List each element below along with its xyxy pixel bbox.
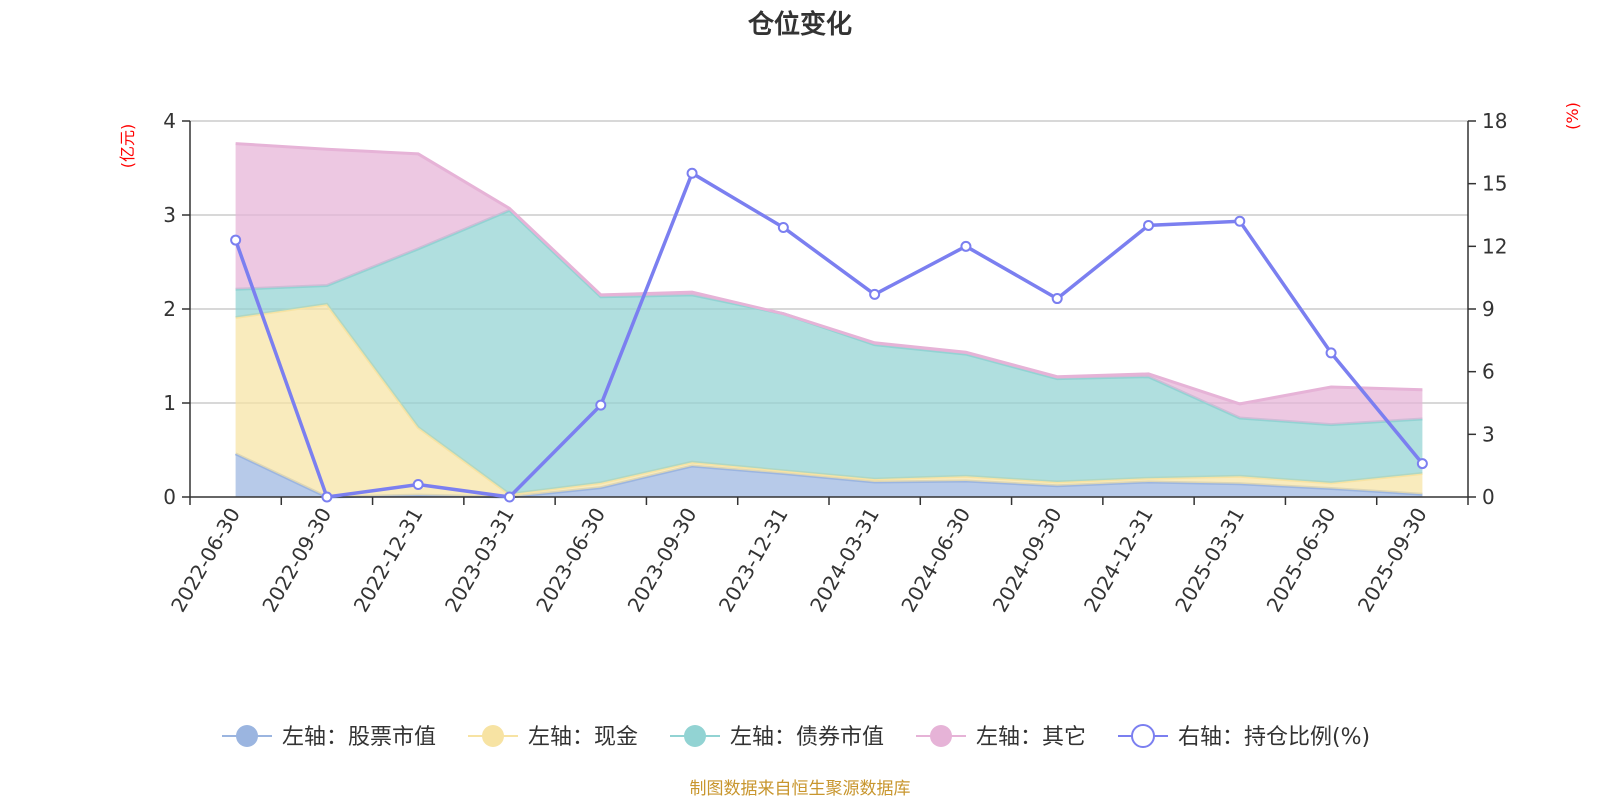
left-axis-tick-label: 0 [163, 485, 176, 509]
chart-title: 仓位变化 [747, 9, 852, 40]
x-tick-label: 2023-03-31 [440, 504, 519, 617]
legend-label: 左轴：股票市值 [282, 725, 436, 750]
x-tick-label: 2024-06-30 [896, 504, 975, 617]
ratio-point[interactable] [960, 240, 972, 252]
right-axis-tick-label: 6 [1482, 360, 1495, 384]
ratio-point[interactable] [777, 222, 789, 234]
legend-label: 左轴：债券市值 [730, 725, 884, 750]
x-tick-label: 2023-06-30 [531, 504, 610, 617]
ratio-point[interactable] [230, 234, 242, 246]
area-9bb5e0 [235, 453, 1423, 497]
area-92d3d3 [235, 210, 1423, 495]
area-series [234, 142, 1423, 499]
area-edge [235, 142, 1423, 406]
ratio-point[interactable] [504, 491, 515, 503]
left-axis-tick-label: 2 [163, 297, 176, 321]
ratio-point[interactable] [595, 399, 607, 411]
legend-marker-icon [930, 725, 952, 747]
x-tick-label: 2022-09-30 [257, 504, 336, 617]
legend-marker-icon [684, 725, 706, 747]
legend-item[interactable]: 左轴：其它 [916, 725, 1086, 750]
area-f7e3a3 [235, 304, 1423, 497]
x-tick-label: 2023-09-30 [622, 504, 701, 617]
right-axis-tick-label: 15 [1482, 172, 1507, 196]
right-axis-tick-label: 9 [1482, 297, 1495, 321]
x-tick-label: 2022-06-30 [166, 504, 245, 617]
legend-label: 右轴：持仓比例(%) [1178, 725, 1370, 750]
right-axis-tick-label: 18 [1482, 109, 1507, 133]
x-tick-label: 2025-06-30 [1261, 504, 1340, 617]
right-axis-tick-label: 12 [1482, 234, 1507, 258]
right-axis-tick-label: 3 [1482, 422, 1495, 446]
legend-marker-icon [236, 725, 258, 747]
legend-item[interactable]: 右轴：持仓比例(%) [1118, 724, 1370, 750]
x-tick-label: 2024-03-31 [805, 504, 884, 617]
left-axis-unit: (亿元) [118, 124, 137, 169]
ratio-point[interactable] [869, 288, 881, 300]
ratio-point[interactable] [1051, 293, 1063, 305]
right-axis-tick-label: 0 [1482, 485, 1495, 509]
left-axis-tick-label: 4 [163, 109, 176, 133]
x-tick-label: 2024-09-30 [988, 504, 1067, 617]
ratio-point[interactable] [1143, 219, 1154, 231]
ratio-point[interactable] [1325, 347, 1337, 359]
right-axis-unit: (%) [1563, 102, 1582, 130]
legend-label: 左轴：其它 [976, 725, 1086, 750]
x-tick-label: 2025-09-30 [1353, 504, 1432, 617]
x-tick-label: 2022-12-31 [349, 504, 428, 617]
ratio-point[interactable] [321, 491, 333, 503]
left-axis-tick-label: 3 [163, 203, 176, 227]
legend-marker-icon [1131, 724, 1155, 748]
data-source-footer: 制图数据来自恒生聚源数据库 [690, 779, 911, 799]
x-axis-labels: 2022-06-30 2022-09-30 2022-12-31 2023-03-31… [166, 504, 1432, 617]
legend[interactable]: 左轴：股票市值 左轴：现金 左轴：债券市值 左轴：其它 右轴：持仓比例(%) [222, 724, 1370, 750]
left-axis-tick-label: 1 [163, 391, 176, 415]
x-tick-label: 2024-12-31 [1079, 504, 1158, 617]
ratio-point[interactable] [686, 167, 698, 179]
legend-item[interactable]: 左轴：股票市值 [222, 725, 436, 750]
ratio-line [233, 170, 1424, 499]
area-e6b3d7 [235, 143, 1423, 425]
ratio-point[interactable] [412, 478, 424, 490]
legend-item[interactable]: 左轴：债券市值 [670, 725, 884, 750]
x-tick-label: 2025-03-31 [1170, 504, 1249, 617]
legend-marker-icon [482, 725, 504, 747]
ratio-point[interactable] [1416, 458, 1428, 470]
x-tick-label: 2023-12-31 [714, 504, 793, 617]
ratio-point[interactable] [1234, 215, 1246, 227]
ratio-line-series [230, 167, 1428, 503]
legend-label: 左轴：现金 [528, 725, 638, 750]
legend-item[interactable]: 左轴：现金 [468, 725, 638, 750]
